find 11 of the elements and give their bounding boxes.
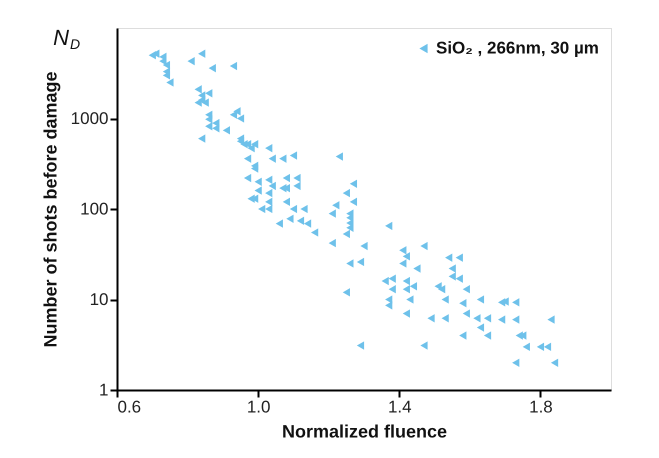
y-tick-label: 1000 <box>70 109 108 128</box>
y-tick-label: 10 <box>90 290 108 309</box>
y-tick-label: 100 <box>80 200 108 218</box>
x-tick-label: 0.6 <box>118 398 142 416</box>
x-tick-label: 1.4 <box>388 398 412 416</box>
y-tick-label: 1 <box>99 380 108 400</box>
x-tick-label: 1.0 <box>246 398 270 416</box>
legend-label: SiO₂ , 266nm, 30 µm <box>436 38 599 58</box>
y-axis-title: Number of shots before damage <box>40 71 61 348</box>
x-tick-label: 1.8 <box>529 398 553 416</box>
x-axis-title: Normalized fluence <box>282 422 448 442</box>
